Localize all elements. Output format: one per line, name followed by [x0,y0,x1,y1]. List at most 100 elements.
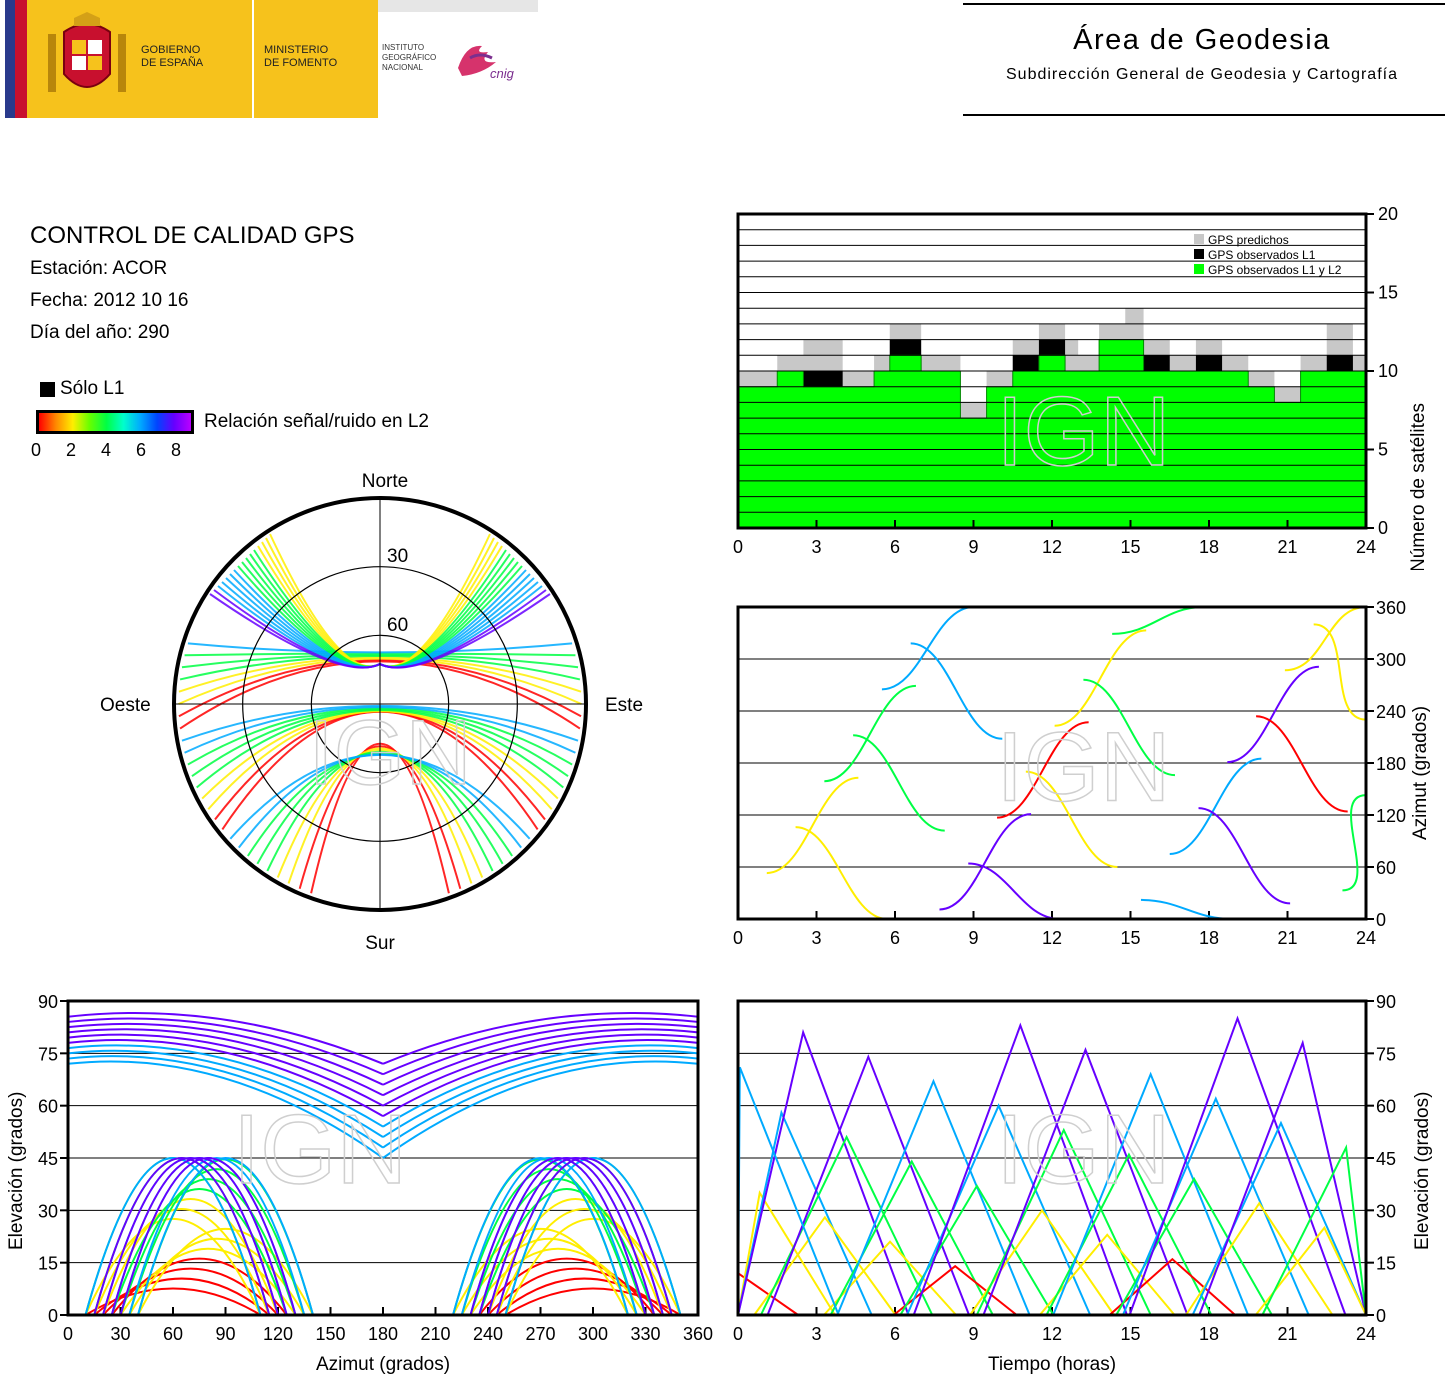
sat-legend-swatch [1194,249,1204,259]
ea-track [84,1218,262,1316]
ign-watermark: IGN [996,1094,1170,1204]
az-track [824,684,916,783]
et-track [823,1240,957,1316]
sat-ytick-label: 20 [1378,204,1398,224]
ea-track [102,1157,279,1316]
ea-track [67,1060,384,1159]
xtick-label: 300 [578,1324,608,1344]
ea-xlabel: Azimut (grados) [316,1354,450,1375]
az-track [1083,678,1176,777]
colorbar-tick: 0 [31,440,42,460]
ytick-label: 90 [1376,992,1396,1012]
az-track [1256,715,1348,813]
et-track [1198,1039,1367,1316]
xtick-label: 9 [968,928,978,948]
ea-track [382,1039,699,1117]
xtick-label: 330 [630,1324,660,1344]
ea-track [487,1267,664,1316]
ministerio-text: MINISTERIO DE FOMENTO [264,44,337,70]
header-rule-top [963,3,1445,5]
ign-watermark: IGN [996,376,1170,486]
xtick-label: 24 [1356,928,1376,948]
ea-track [102,1198,279,1316]
ign-line-3: NACIONAL [382,63,423,72]
ytick-label: 15 [1376,1254,1396,1274]
ytick-label: 90 [38,992,58,1012]
sky-track [209,593,381,669]
sat-xtick-label: 24 [1356,537,1376,557]
ign-line-2: GEOGRÁFICO [382,53,437,62]
ign-watermark: IGN [996,711,1170,821]
az-track [1169,757,1262,855]
ea-track [495,1157,673,1316]
page-title: CONTROL DE CALIDAD GPS [30,222,355,249]
ea-track [110,1257,288,1316]
min-line-1: MINISTERIO [264,44,329,56]
xtick-label: 0 [733,1324,743,1344]
xtick-label: 21 [1277,1324,1297,1344]
xtick-label: 210 [420,1324,450,1344]
sat-ylabel: Número de satélites [1408,403,1429,570]
ea-track [84,1157,262,1316]
sat-ytick-label: 5 [1378,440,1388,460]
cnig-label: cnig [490,66,515,81]
et-track [982,1047,1189,1316]
ytick-label: 60 [38,1097,58,1117]
ytick-label: 15 [38,1254,58,1274]
ytick-label: 30 [1376,1201,1396,1221]
xtick-label: 6 [890,1324,900,1344]
et-ylabel: Elevación (grados) [1412,1092,1433,1250]
et-track [737,1190,836,1316]
header-rule-bottom [963,114,1445,116]
az-track [1112,606,1204,635]
sky-west-label: Oeste [100,695,151,716]
xtick-label: 120 [263,1324,293,1344]
xtick-label: 21 [1277,928,1297,948]
ea-track [128,1157,306,1316]
xtick-label: 18 [1199,928,1219,948]
sat-xtick-label: 21 [1277,537,1297,557]
az-track [1198,807,1291,905]
sky-ring-label-60: 60 [387,615,408,636]
sat-legend-l1l2: GPS observados L1 y L2 [1208,263,1342,277]
min-line-2: DE FOMENTO [264,57,338,69]
ea-track [487,1157,664,1316]
xtick-label: 30 [110,1324,130,1344]
et-track [1039,1233,1176,1316]
coat-of-arms-icon [48,12,126,92]
ytick-label: 300 [1376,650,1406,670]
colorbar-tick: 4 [101,440,112,460]
ea-track [460,1168,638,1316]
az-track [1025,770,1118,868]
ign-watermark: IGN [233,1094,407,1204]
az-track [1054,629,1147,727]
ea-track [382,1044,699,1128]
area-title: Área de Geodesia [1073,24,1331,56]
colorbar-tick: 2 [66,440,77,460]
ytick-label: 75 [1376,1044,1396,1064]
xtick-label: 240 [473,1324,503,1344]
ea-track [460,1237,638,1316]
ytick-label: 120 [1376,806,1406,826]
et-frame [736,999,1368,1317]
ea-frame [66,999,700,1317]
et-track [1261,1144,1367,1316]
sat-xtick-label: 18 [1199,537,1219,557]
xtick-label: 180 [368,1324,398,1344]
ytick-label: 360 [1376,598,1406,618]
az-track [1227,665,1319,764]
azimut-tiempo-chart: 0 60 120 180 240 300 360 0 3 6 9 12 15 18 21 24 IGN Azim… [733,598,1431,948]
ea-track [382,1060,699,1159]
az-track [1140,898,1233,920]
ea-track [382,1022,699,1086]
ea-track [382,1011,699,1065]
et-track [1121,1096,1310,1316]
et-track [737,1066,840,1316]
ea-track [93,1157,271,1316]
ea-track [137,1157,314,1316]
ea-track [67,1039,384,1117]
az-track [853,734,945,832]
area-subtitle: Subdirección General de Geodesia y Carto… [1006,66,1398,83]
ea-track [67,1033,384,1107]
